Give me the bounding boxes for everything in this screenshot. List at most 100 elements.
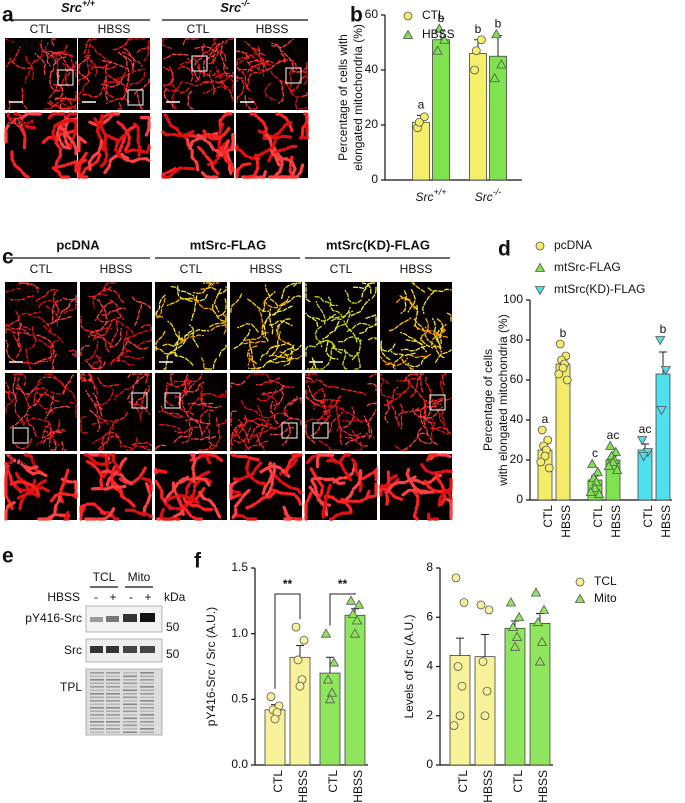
tpl-band xyxy=(140,675,154,678)
mitochondria xyxy=(314,295,338,307)
y-axis-label: Levels of Src (A.U.) xyxy=(402,614,416,718)
mitochondria xyxy=(189,324,199,348)
mitochondria xyxy=(208,70,216,95)
mitochondria xyxy=(230,380,246,388)
mitochondria xyxy=(250,55,265,77)
mitochondria xyxy=(426,420,449,435)
tpl-band xyxy=(140,689,154,692)
mitochondria xyxy=(136,93,144,110)
mitochondria xyxy=(314,398,341,402)
significance-letter: ac xyxy=(607,428,620,442)
tpl-band xyxy=(140,703,154,706)
mitochondria xyxy=(200,171,219,179)
point xyxy=(536,457,546,467)
condition: HBSS xyxy=(256,22,289,36)
significance-letter: b xyxy=(660,322,667,336)
mitochondria xyxy=(427,397,452,404)
mitochondria xyxy=(271,42,286,63)
mitochondria xyxy=(271,38,294,49)
y-tick-label: 0 xyxy=(516,492,523,506)
mitochondria xyxy=(203,38,218,54)
mitochondria xyxy=(344,432,368,446)
mitochondria xyxy=(219,388,227,396)
tpl-band xyxy=(123,717,137,720)
mitochondria xyxy=(161,167,177,179)
mitochondria xyxy=(163,53,189,60)
tpl-band xyxy=(123,700,137,702)
point xyxy=(480,711,490,721)
mitochondria xyxy=(305,373,311,380)
stain-label: Zoom xyxy=(8,454,39,468)
mitochondria xyxy=(304,491,313,521)
mitochondria xyxy=(97,377,120,387)
mitochondria xyxy=(190,295,198,321)
mitochondria xyxy=(247,60,271,73)
mitochondria xyxy=(263,462,277,499)
point xyxy=(457,681,467,691)
mitochondria xyxy=(36,423,50,445)
mitochondria xyxy=(16,384,30,408)
mitochondria xyxy=(17,311,41,320)
point xyxy=(326,687,338,697)
mitochondria xyxy=(305,345,314,358)
x-tick-label: CTL xyxy=(511,770,525,793)
mitochondria xyxy=(59,103,71,110)
mitochondria xyxy=(339,453,351,463)
mitochondria xyxy=(118,464,148,485)
mitochondria xyxy=(385,474,419,494)
mitochondria xyxy=(60,477,78,498)
mitochondria xyxy=(63,303,77,314)
mitochondria xyxy=(113,384,134,401)
tpl-band xyxy=(106,672,120,674)
mitochondria xyxy=(390,402,400,427)
mitochondria xyxy=(101,77,123,88)
mitochondria xyxy=(185,80,210,87)
mitochondria xyxy=(44,373,66,388)
mitochondria xyxy=(9,57,32,69)
mitochondria xyxy=(310,359,325,370)
mitochondria xyxy=(284,344,302,356)
mitochondria xyxy=(215,417,221,443)
panel-letter: d xyxy=(498,238,511,261)
mitochondria xyxy=(368,373,377,378)
mitochondria xyxy=(380,338,391,361)
significance-label: ** xyxy=(338,577,348,591)
mitochondria xyxy=(234,513,261,521)
mitochondria xyxy=(190,477,214,501)
mitochondria xyxy=(279,453,299,476)
point xyxy=(638,452,649,462)
mitochondria xyxy=(92,327,113,342)
mitochondria xyxy=(84,507,116,521)
mitochondria xyxy=(342,419,369,422)
point xyxy=(558,363,568,373)
point xyxy=(610,446,621,456)
mitochondria xyxy=(162,338,187,347)
mitochondria xyxy=(163,354,169,370)
western-blot xyxy=(85,605,163,736)
mitochondria xyxy=(45,305,59,327)
mitochondria xyxy=(390,350,416,357)
mitochondria xyxy=(193,286,217,295)
mitochondria xyxy=(368,336,377,341)
mitochondria xyxy=(379,478,400,489)
bar xyxy=(449,655,471,766)
mitochondria xyxy=(288,397,302,406)
mitochondria xyxy=(44,425,60,446)
mitochondria xyxy=(99,510,120,521)
tpl-band xyxy=(140,672,154,674)
mitochondria xyxy=(9,410,29,429)
mitochondria xyxy=(426,512,439,521)
mitochondria xyxy=(380,380,392,399)
mitochondria xyxy=(34,350,56,365)
point xyxy=(478,657,488,666)
fraction: Mito xyxy=(128,570,151,584)
mitochondria xyxy=(184,329,210,337)
mitochondria xyxy=(271,331,281,356)
mitochondria xyxy=(141,476,153,492)
y-tick-label: 0.5 xyxy=(231,692,248,706)
mitochondria xyxy=(413,318,429,341)
significance-bracket xyxy=(329,592,356,626)
roi-box xyxy=(164,392,181,409)
mitochondria xyxy=(211,303,227,322)
mitochondria xyxy=(413,324,438,335)
